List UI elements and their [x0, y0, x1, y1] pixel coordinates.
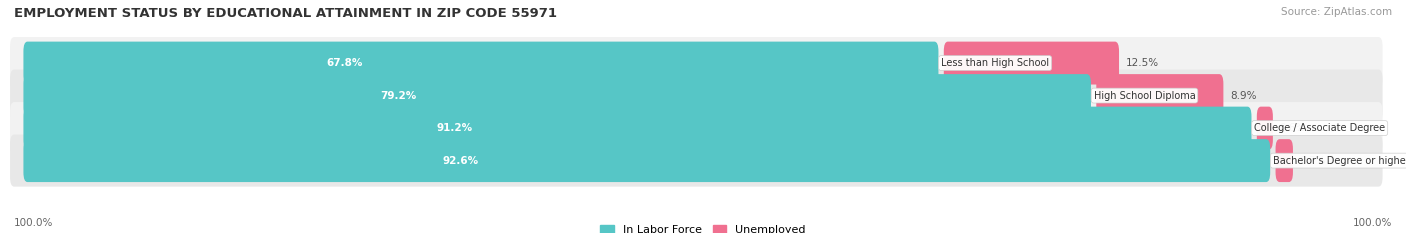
FancyBboxPatch shape — [943, 42, 1119, 85]
Text: Less than High School: Less than High School — [941, 58, 1049, 68]
Text: Bachelor's Degree or higher: Bachelor's Degree or higher — [1272, 156, 1406, 166]
FancyBboxPatch shape — [1097, 74, 1223, 117]
Text: 0.7%: 0.7% — [1299, 156, 1326, 166]
Text: College / Associate Degree: College / Associate Degree — [1254, 123, 1385, 133]
FancyBboxPatch shape — [10, 135, 1382, 187]
Text: 79.2%: 79.2% — [380, 91, 416, 101]
Text: 100.0%: 100.0% — [1353, 218, 1392, 228]
Text: Source: ZipAtlas.com: Source: ZipAtlas.com — [1281, 7, 1392, 17]
Text: EMPLOYMENT STATUS BY EDUCATIONAL ATTAINMENT IN ZIP CODE 55971: EMPLOYMENT STATUS BY EDUCATIONAL ATTAINM… — [14, 7, 557, 20]
FancyBboxPatch shape — [10, 37, 1382, 89]
FancyBboxPatch shape — [24, 107, 1251, 150]
FancyBboxPatch shape — [10, 102, 1382, 154]
Text: 12.5%: 12.5% — [1126, 58, 1159, 68]
FancyBboxPatch shape — [1275, 139, 1294, 182]
Text: High School Diploma: High School Diploma — [1094, 91, 1195, 101]
FancyBboxPatch shape — [10, 70, 1382, 122]
Text: 100.0%: 100.0% — [14, 218, 53, 228]
Legend: In Labor Force, Unemployed: In Labor Force, Unemployed — [596, 220, 810, 233]
Text: 92.6%: 92.6% — [443, 156, 479, 166]
Text: 0.6%: 0.6% — [1279, 123, 1306, 133]
Text: 67.8%: 67.8% — [326, 58, 363, 68]
Text: 8.9%: 8.9% — [1230, 91, 1257, 101]
Text: 91.2%: 91.2% — [436, 123, 472, 133]
FancyBboxPatch shape — [24, 42, 938, 85]
FancyBboxPatch shape — [1257, 107, 1272, 150]
FancyBboxPatch shape — [24, 139, 1270, 182]
FancyBboxPatch shape — [24, 74, 1091, 117]
